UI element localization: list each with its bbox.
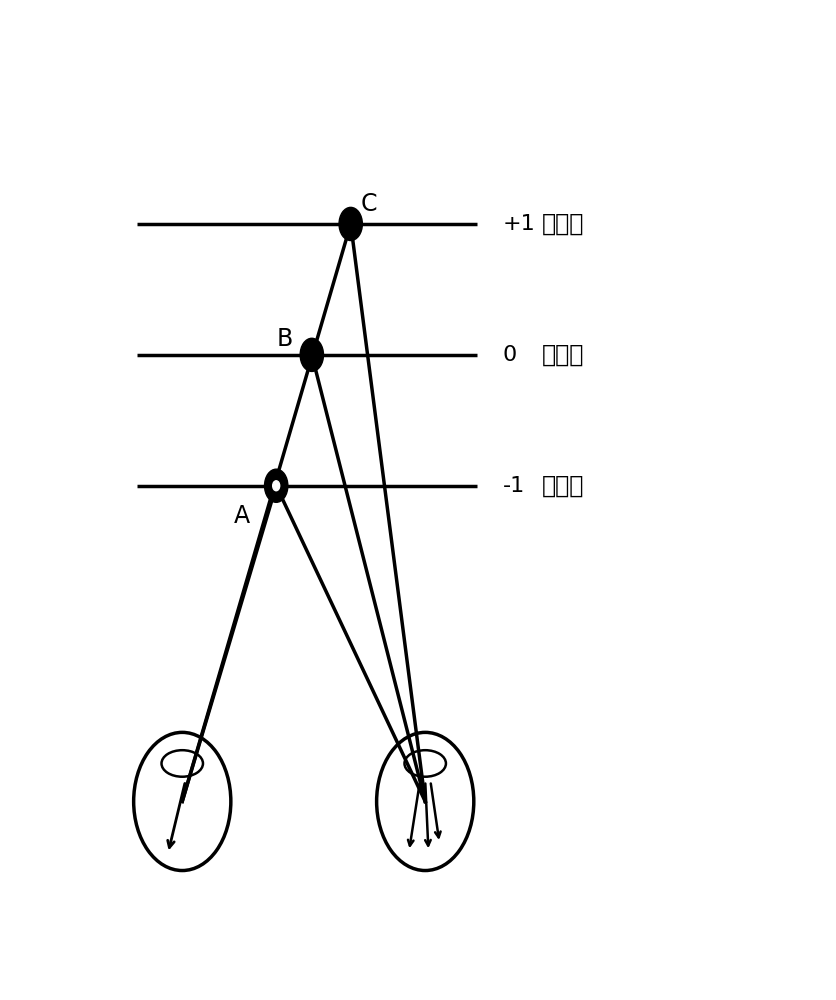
Text: A: A xyxy=(234,504,250,528)
Ellipse shape xyxy=(264,469,288,502)
Text: 近视点: 近视点 xyxy=(542,474,584,498)
Text: -1: -1 xyxy=(503,476,525,496)
Text: 0: 0 xyxy=(503,345,517,365)
Text: 远视点: 远视点 xyxy=(542,212,584,236)
Text: +1: +1 xyxy=(503,214,536,234)
Ellipse shape xyxy=(300,338,324,371)
Text: B: B xyxy=(276,327,293,351)
Ellipse shape xyxy=(339,207,362,241)
Text: 注视点: 注视点 xyxy=(542,343,584,367)
Ellipse shape xyxy=(273,481,280,491)
Text: C: C xyxy=(360,192,377,216)
